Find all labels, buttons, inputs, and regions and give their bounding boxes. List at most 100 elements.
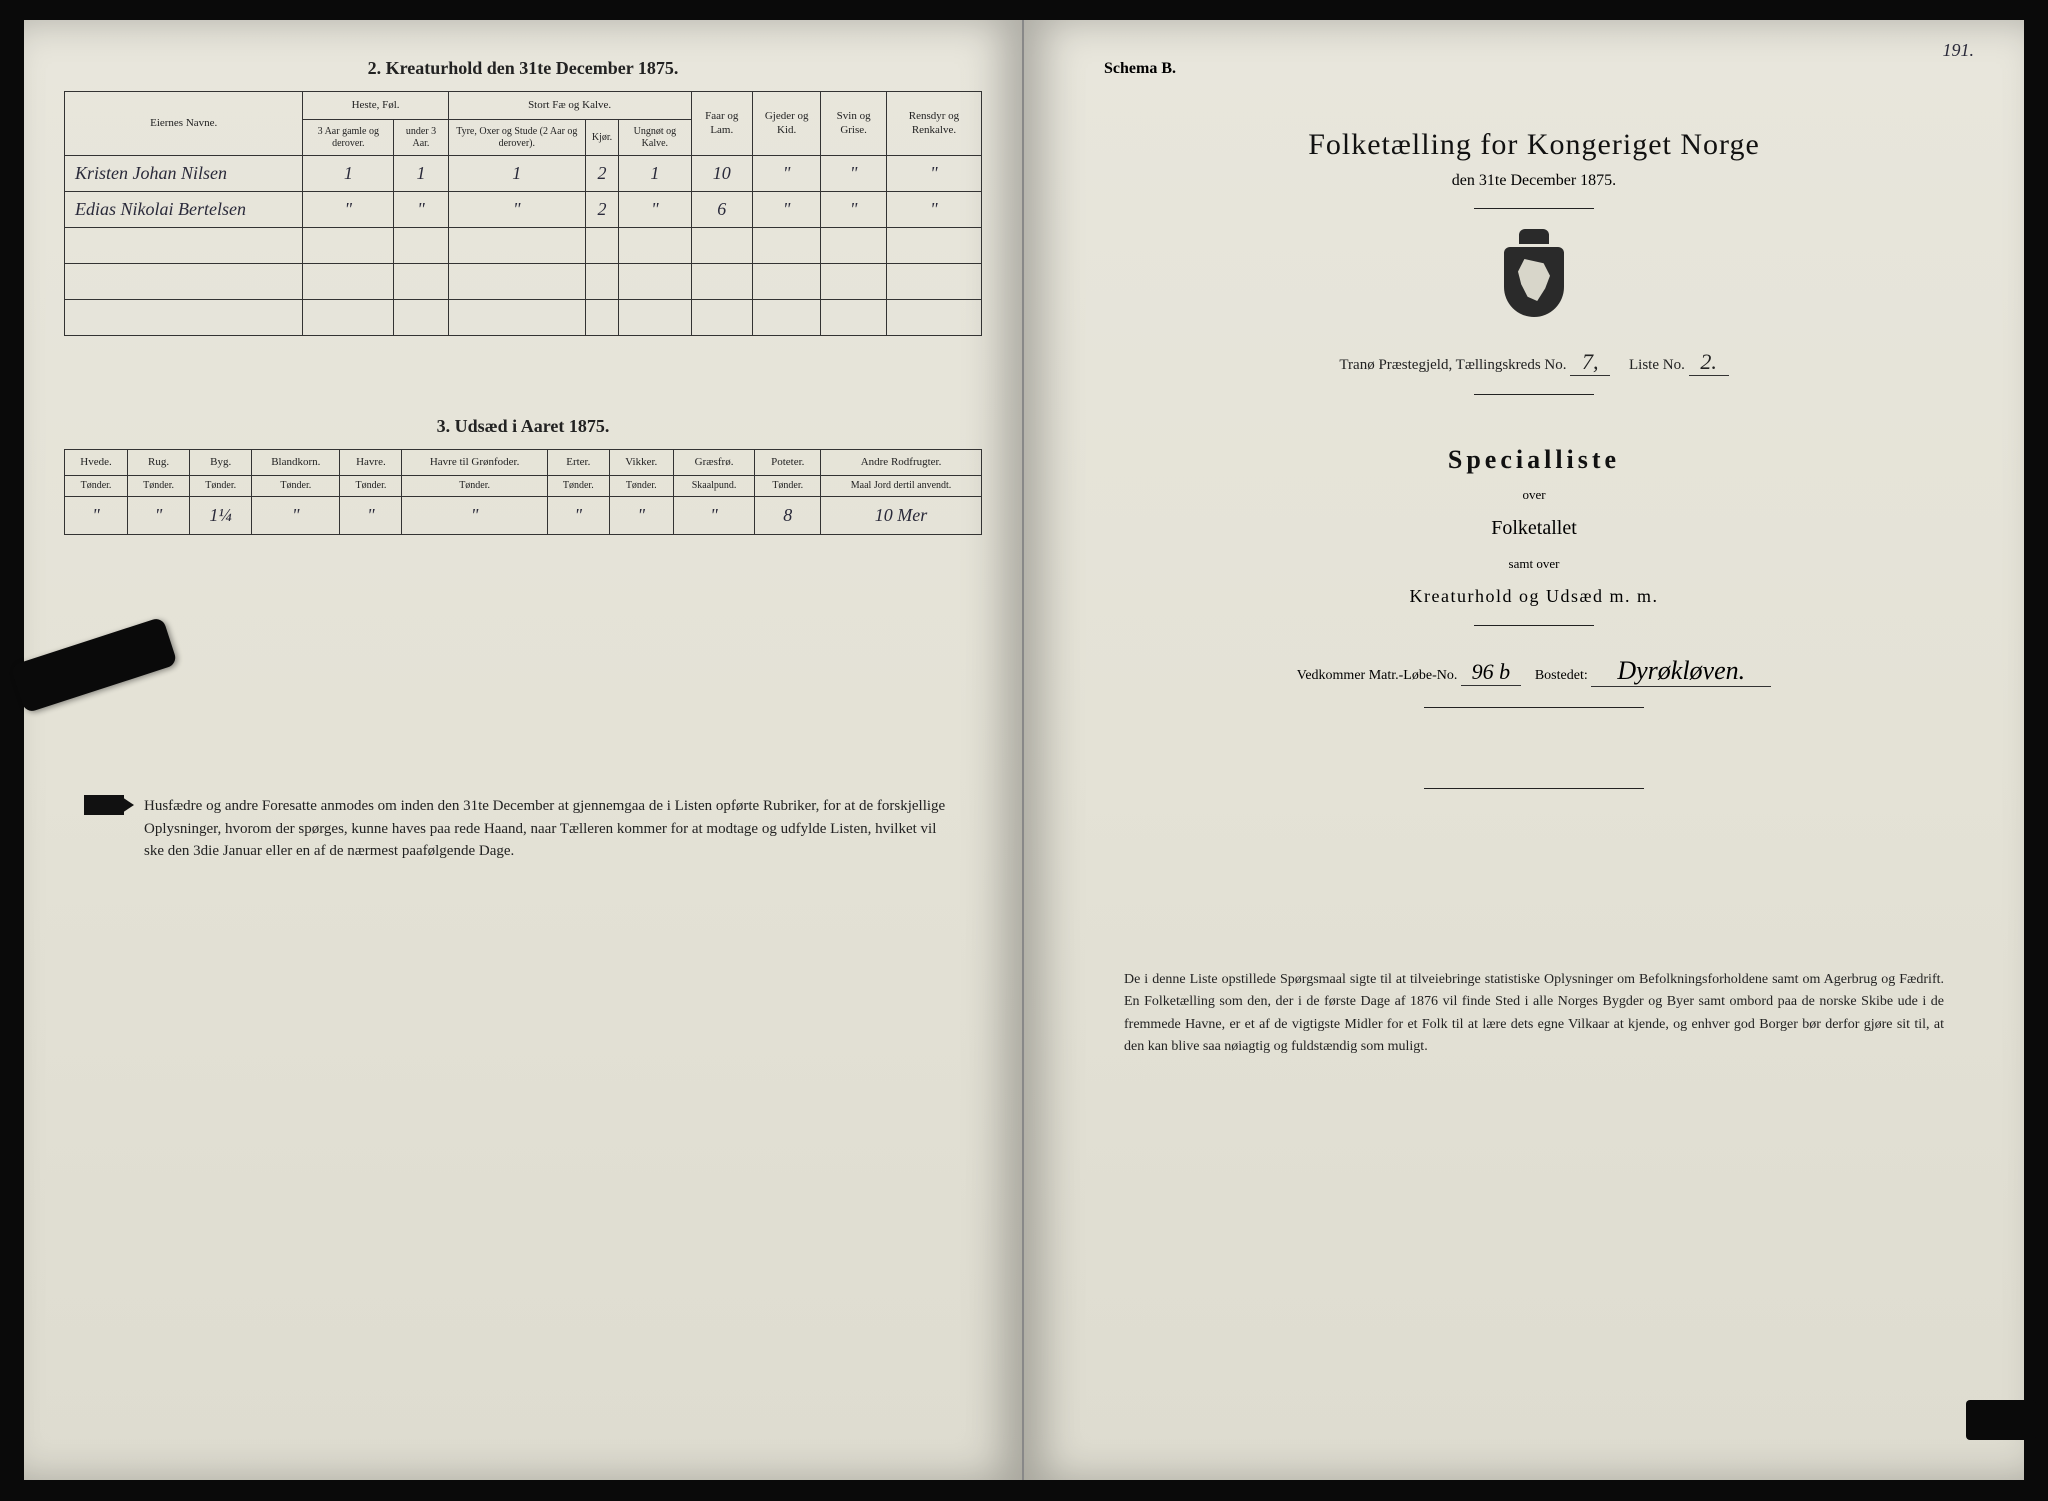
- schema-label: Schema B.: [1104, 60, 1984, 78]
- folketallet: Folketallet: [1084, 517, 1984, 540]
- col-header: Havre til Grønfoder.: [402, 450, 547, 476]
- right-footnote: De i denne Liste opstillede Spørgsmaal s…: [1084, 969, 1984, 1059]
- col-unit: Tønder.: [402, 476, 547, 497]
- cell-value: ": [821, 192, 887, 228]
- col-unit: Tønder.: [340, 476, 402, 497]
- col-pig: Svin og Grise.: [821, 92, 887, 156]
- tab-marker: [1966, 1400, 2036, 1440]
- binder-clip: [10, 617, 178, 714]
- cell-value: ": [619, 192, 691, 228]
- vedkommer-label: Vedkommer Matr.-Løbe-No.: [1297, 668, 1458, 683]
- right-page: 191. Schema B. Folketælling for Kongerig…: [1024, 20, 2024, 1480]
- sub-horse-old: 3 Aar gamle og derover.: [303, 120, 394, 156]
- cell-value: 2: [585, 192, 618, 228]
- divider: [1424, 788, 1644, 789]
- cell-value: ": [65, 497, 128, 535]
- col-header: Vikker.: [609, 450, 673, 476]
- cell-value: ": [303, 192, 394, 228]
- matr-no: 96 b: [1461, 659, 1521, 686]
- district-no: 7,: [1570, 349, 1610, 376]
- table-row-empty: [65, 264, 982, 300]
- col-sheep: Faar og Lam.: [691, 92, 752, 156]
- col-header: Erter.: [547, 450, 609, 476]
- section2-title: 2. Kreaturhold den 31te December 1875.: [64, 58, 982, 79]
- col-reindeer: Rensdyr og Renkalve.: [886, 92, 981, 156]
- pointing-hand-icon: [84, 795, 124, 815]
- col-unit: Tønder.: [128, 476, 190, 497]
- cell-value: ": [547, 497, 609, 535]
- book-spread: 2. Kreaturhold den 31te December 1875. E…: [24, 20, 2024, 1480]
- cell-value: 8: [755, 497, 821, 535]
- spec-title: Specialliste: [1084, 445, 1984, 475]
- cell-value: ": [753, 192, 821, 228]
- table-row-empty: [65, 228, 982, 264]
- main-title: Folketælling for Kongeriget Norge: [1084, 128, 1984, 162]
- col-header: Havre.: [340, 450, 402, 476]
- col-unit: Tønder.: [609, 476, 673, 497]
- over-label: over: [1084, 487, 1984, 503]
- col-unit: Skaalpund.: [673, 476, 755, 497]
- sub-cow: Kjør.: [585, 120, 618, 156]
- col-unit: Tønder.: [190, 476, 252, 497]
- section3-title: 3. Udsæd i Aaret 1875.: [64, 416, 982, 437]
- col-header: Poteter.: [755, 450, 821, 476]
- cell-value: 6: [691, 192, 752, 228]
- col-owner: Eiernes Navne.: [65, 92, 303, 156]
- cell-value: ": [886, 156, 981, 192]
- cell-value: ": [402, 497, 547, 535]
- col-group-horse: Heste, Føl.: [303, 92, 448, 120]
- divider: [1474, 208, 1594, 209]
- cell-value: 1¼: [190, 497, 252, 535]
- col-unit: Tønder.: [547, 476, 609, 497]
- col-unit: Maal Jord dertil anvendt.: [821, 476, 982, 497]
- col-header: Blandkorn.: [252, 450, 340, 476]
- cell-value: 1: [619, 156, 691, 192]
- col-goat: Gjeder og Kid.: [753, 92, 821, 156]
- liste-label: Liste No.: [1629, 357, 1685, 373]
- col-header: Græsfrø.: [673, 450, 755, 476]
- samt-label: samt over: [1084, 556, 1984, 572]
- district-line: Tranø Præstegjeld, Tællingskreds No. 7, …: [1084, 349, 1984, 376]
- cell-value: ": [753, 156, 821, 192]
- owner-name: Edias Nikolai Bertelsen: [65, 192, 303, 228]
- cell-value: 10: [691, 156, 752, 192]
- vedkommer-line: Vedkommer Matr.-Løbe-No. 96 b Bostedet: …: [1084, 656, 1984, 687]
- date-line: den 31te December 1875.: [1084, 172, 1984, 190]
- liste-no: 2.: [1689, 349, 1729, 376]
- cell-value: ": [609, 497, 673, 535]
- page-number: 191.: [1943, 40, 1975, 61]
- cell-value: ": [886, 192, 981, 228]
- col-group-cattle: Stort Fæ og Kalve.: [448, 92, 691, 120]
- table-row: Kristen Johan Nilsen1112110""": [65, 156, 982, 192]
- cell-value: 1: [303, 156, 394, 192]
- footnote-text: Husfædre og andre Foresatte anmodes om i…: [144, 798, 945, 859]
- cell-value: ": [448, 192, 585, 228]
- bosted-value: Dyrøkløven.: [1591, 656, 1771, 687]
- sub-bull: Tyre, Oxer og Stude (2 Aar og derover).: [448, 120, 585, 156]
- col-header: Byg.: [190, 450, 252, 476]
- col-unit: Tønder.: [755, 476, 821, 497]
- district-prefix: Tranø Præstegjeld, Tællingskreds No.: [1339, 357, 1566, 373]
- bosted-label: Bostedet:: [1535, 668, 1588, 683]
- sub-calf: Ungnøt og Kalve.: [619, 120, 691, 156]
- livestock-table: Eiernes Navne. Heste, Føl. Stort Fæ og K…: [64, 91, 982, 336]
- left-footnote: Husfædre og andre Foresatte anmodes om i…: [64, 795, 982, 863]
- divider: [1474, 625, 1594, 626]
- owner-name: Kristen Johan Nilsen: [65, 156, 303, 192]
- cell-value: ": [673, 497, 755, 535]
- sowing-table: Hvede.Rug.Byg.Blandkorn.Havre.Havre til …: [64, 449, 982, 535]
- col-unit: Tønder.: [65, 476, 128, 497]
- cell-value: ": [821, 156, 887, 192]
- cell-value: 10 Mer: [821, 497, 982, 535]
- cell-value: ": [128, 497, 190, 535]
- table-row: Edias Nikolai Bertelsen"""2"6""": [65, 192, 982, 228]
- cell-value: ": [340, 497, 402, 535]
- cell-value: 1: [448, 156, 585, 192]
- table-row-empty: [65, 300, 982, 336]
- sub-horse-young: under 3 Aar.: [394, 120, 449, 156]
- col-header: Hvede.: [65, 450, 128, 476]
- cell-value: ": [252, 497, 340, 535]
- divider: [1424, 707, 1644, 708]
- cell-value: 2: [585, 156, 618, 192]
- col-unit: Tønder.: [252, 476, 340, 497]
